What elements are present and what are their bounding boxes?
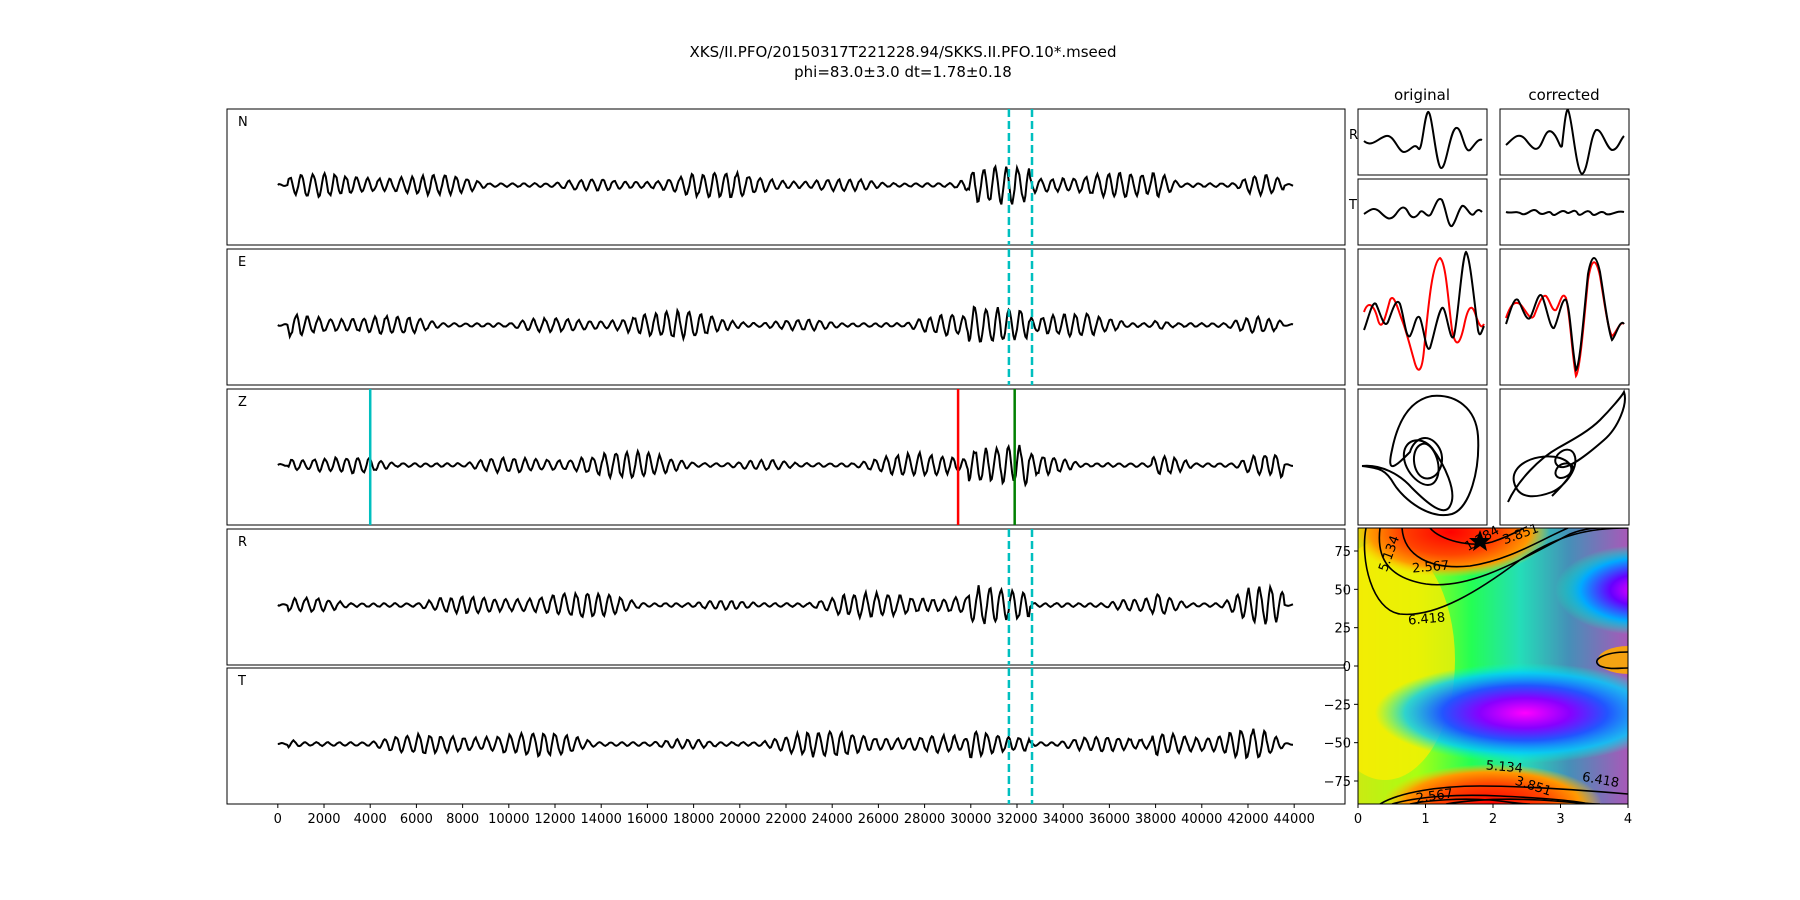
original-overlay-red-trace	[1363, 256, 1485, 371]
corrected-particle-motion	[1507, 389, 1626, 503]
contour-label-1: 2.567	[1412, 558, 1450, 576]
x-tick-label-40000: 40000	[1181, 812, 1222, 827]
figure-subtitle: phi=83.0±3.0 dt=1.78±0.18	[794, 63, 1012, 81]
heatmap-axes: 0 1 2 3 4 75 50 25 0 −25 −50 −75	[1324, 545, 1633, 827]
trace-label-e: E	[238, 255, 246, 270]
original-r-trace	[1363, 110, 1483, 170]
trace-panel-r	[226, 528, 1346, 666]
corrected-r-panel	[1499, 108, 1630, 176]
trace-panel-z	[226, 388, 1346, 526]
x-tick-label-20000: 20000	[719, 812, 760, 827]
x-tick-label-30000: 30000	[950, 812, 991, 827]
x-tick-label-16000: 16000	[627, 812, 668, 827]
x-tick-label-32000: 32000	[996, 812, 1037, 827]
x-tick-label-38000: 38000	[1135, 812, 1176, 827]
trace-waveform-r	[277, 583, 1294, 625]
corrected-overlay-black-trace	[1505, 257, 1625, 373]
trace-panels: N E Z R T	[226, 108, 1346, 805]
heat-x-tick-label-1: 1	[1421, 812, 1429, 827]
trace-x-axis: 0 2000 4000 6000 8000 10000 12000 14000 16000 180…	[274, 804, 1315, 827]
trace-label-z: Z	[238, 395, 247, 410]
heatmap-blue-blob-lower	[1375, 663, 1628, 763]
heat-y-tick-label-75: 75	[1334, 545, 1351, 560]
contour-label-5: 5.134	[1485, 758, 1523, 776]
corrected-r-trace	[1505, 108, 1625, 176]
trace-label-r: R	[238, 535, 247, 550]
heat-x-tick-label-0: 0	[1354, 812, 1362, 827]
x-tick-label-4000: 4000	[354, 812, 387, 827]
contour-label-7: 2.567	[1415, 787, 1454, 807]
best-fit-star	[1469, 530, 1491, 551]
x-tick-label-44000: 44000	[1274, 812, 1315, 827]
trace-panel-n	[226, 108, 1346, 246]
original-t-trace	[1363, 198, 1483, 227]
heat-y-tick-label--75: −75	[1324, 775, 1351, 790]
row-label-t: T	[1348, 198, 1357, 213]
x-tick-label-2000: 2000	[307, 812, 340, 827]
corrected-overlay-red-trace	[1505, 261, 1625, 379]
original-t-panel	[1357, 178, 1488, 246]
x-tick-label-22000: 22000	[765, 812, 806, 827]
original-overlay-black-trace	[1363, 250, 1485, 350]
x-tick-label-42000: 42000	[1227, 812, 1268, 827]
trace-label-n: N	[238, 115, 248, 130]
heat-y-tick-label-25: 25	[1334, 622, 1351, 637]
x-tick-label-10000: 10000	[488, 812, 529, 827]
corrected-overlay-panel	[1499, 248, 1630, 386]
corrected-particle-panel	[1499, 388, 1630, 526]
particle-motion-panels: R T	[1348, 108, 1630, 526]
trace-panel-e	[226, 248, 1346, 386]
original-particle-panel	[1357, 388, 1488, 526]
x-tick-label-8000: 8000	[446, 812, 479, 827]
row-label-r: R	[1349, 128, 1358, 143]
contour-lines	[1363, 528, 1628, 804]
x-tick-label-12000: 12000	[534, 812, 575, 827]
trace-waveform-z	[277, 443, 1293, 488]
corrected-t-trace	[1505, 209, 1625, 216]
heatmap-blue-blob-upper	[1555, 545, 1628, 635]
heat-y-tick-label-50: 50	[1334, 583, 1351, 598]
x-tick-label-0: 0	[274, 812, 282, 827]
corrected-t-panel	[1499, 178, 1630, 246]
trace-panel-t	[226, 667, 1346, 805]
trace-waveform-e	[277, 305, 1294, 343]
x-tick-label-14000: 14000	[581, 812, 622, 827]
original-particle-motion	[1361, 394, 1480, 517]
heatmap-hot-top	[1358, 528, 1550, 577]
heat-y-tick-label--50: −50	[1324, 737, 1351, 752]
x-tick-label-24000: 24000	[812, 812, 853, 827]
x-tick-label-36000: 36000	[1089, 812, 1130, 827]
error-surface	[1358, 528, 1628, 804]
original-r-panel	[1357, 108, 1488, 176]
trace-label-t: T	[237, 674, 246, 689]
column-title-original: original	[1394, 86, 1450, 104]
contour-label-8: 6.418	[1581, 770, 1620, 791]
x-tick-label-18000: 18000	[673, 812, 714, 827]
contour-label-4: 6.418	[1408, 610, 1446, 628]
trace-waveform-n	[277, 163, 1294, 205]
original-overlay-panel	[1357, 248, 1488, 386]
trace-waveform-t	[277, 728, 1293, 760]
figure-title: XKS/II.PFO/20150317T221228.94/SKKS.II.PF…	[689, 43, 1116, 61]
heat-x-tick-label-2: 2	[1489, 812, 1497, 827]
x-tick-label-6000: 6000	[400, 812, 433, 827]
heat-y-tick-label-0: 0	[1343, 660, 1351, 675]
heat-x-tick-label-3: 3	[1556, 812, 1564, 827]
heatmap-hot-bottom	[1382, 764, 1602, 804]
x-tick-label-34000: 34000	[1043, 812, 1084, 827]
x-tick-label-26000: 26000	[858, 812, 899, 827]
heat-y-tick-label--25: −25	[1324, 698, 1351, 713]
heat-x-tick-label-4: 4	[1624, 812, 1632, 827]
column-title-corrected: corrected	[1528, 86, 1599, 104]
x-tick-label-28000: 28000	[904, 812, 945, 827]
